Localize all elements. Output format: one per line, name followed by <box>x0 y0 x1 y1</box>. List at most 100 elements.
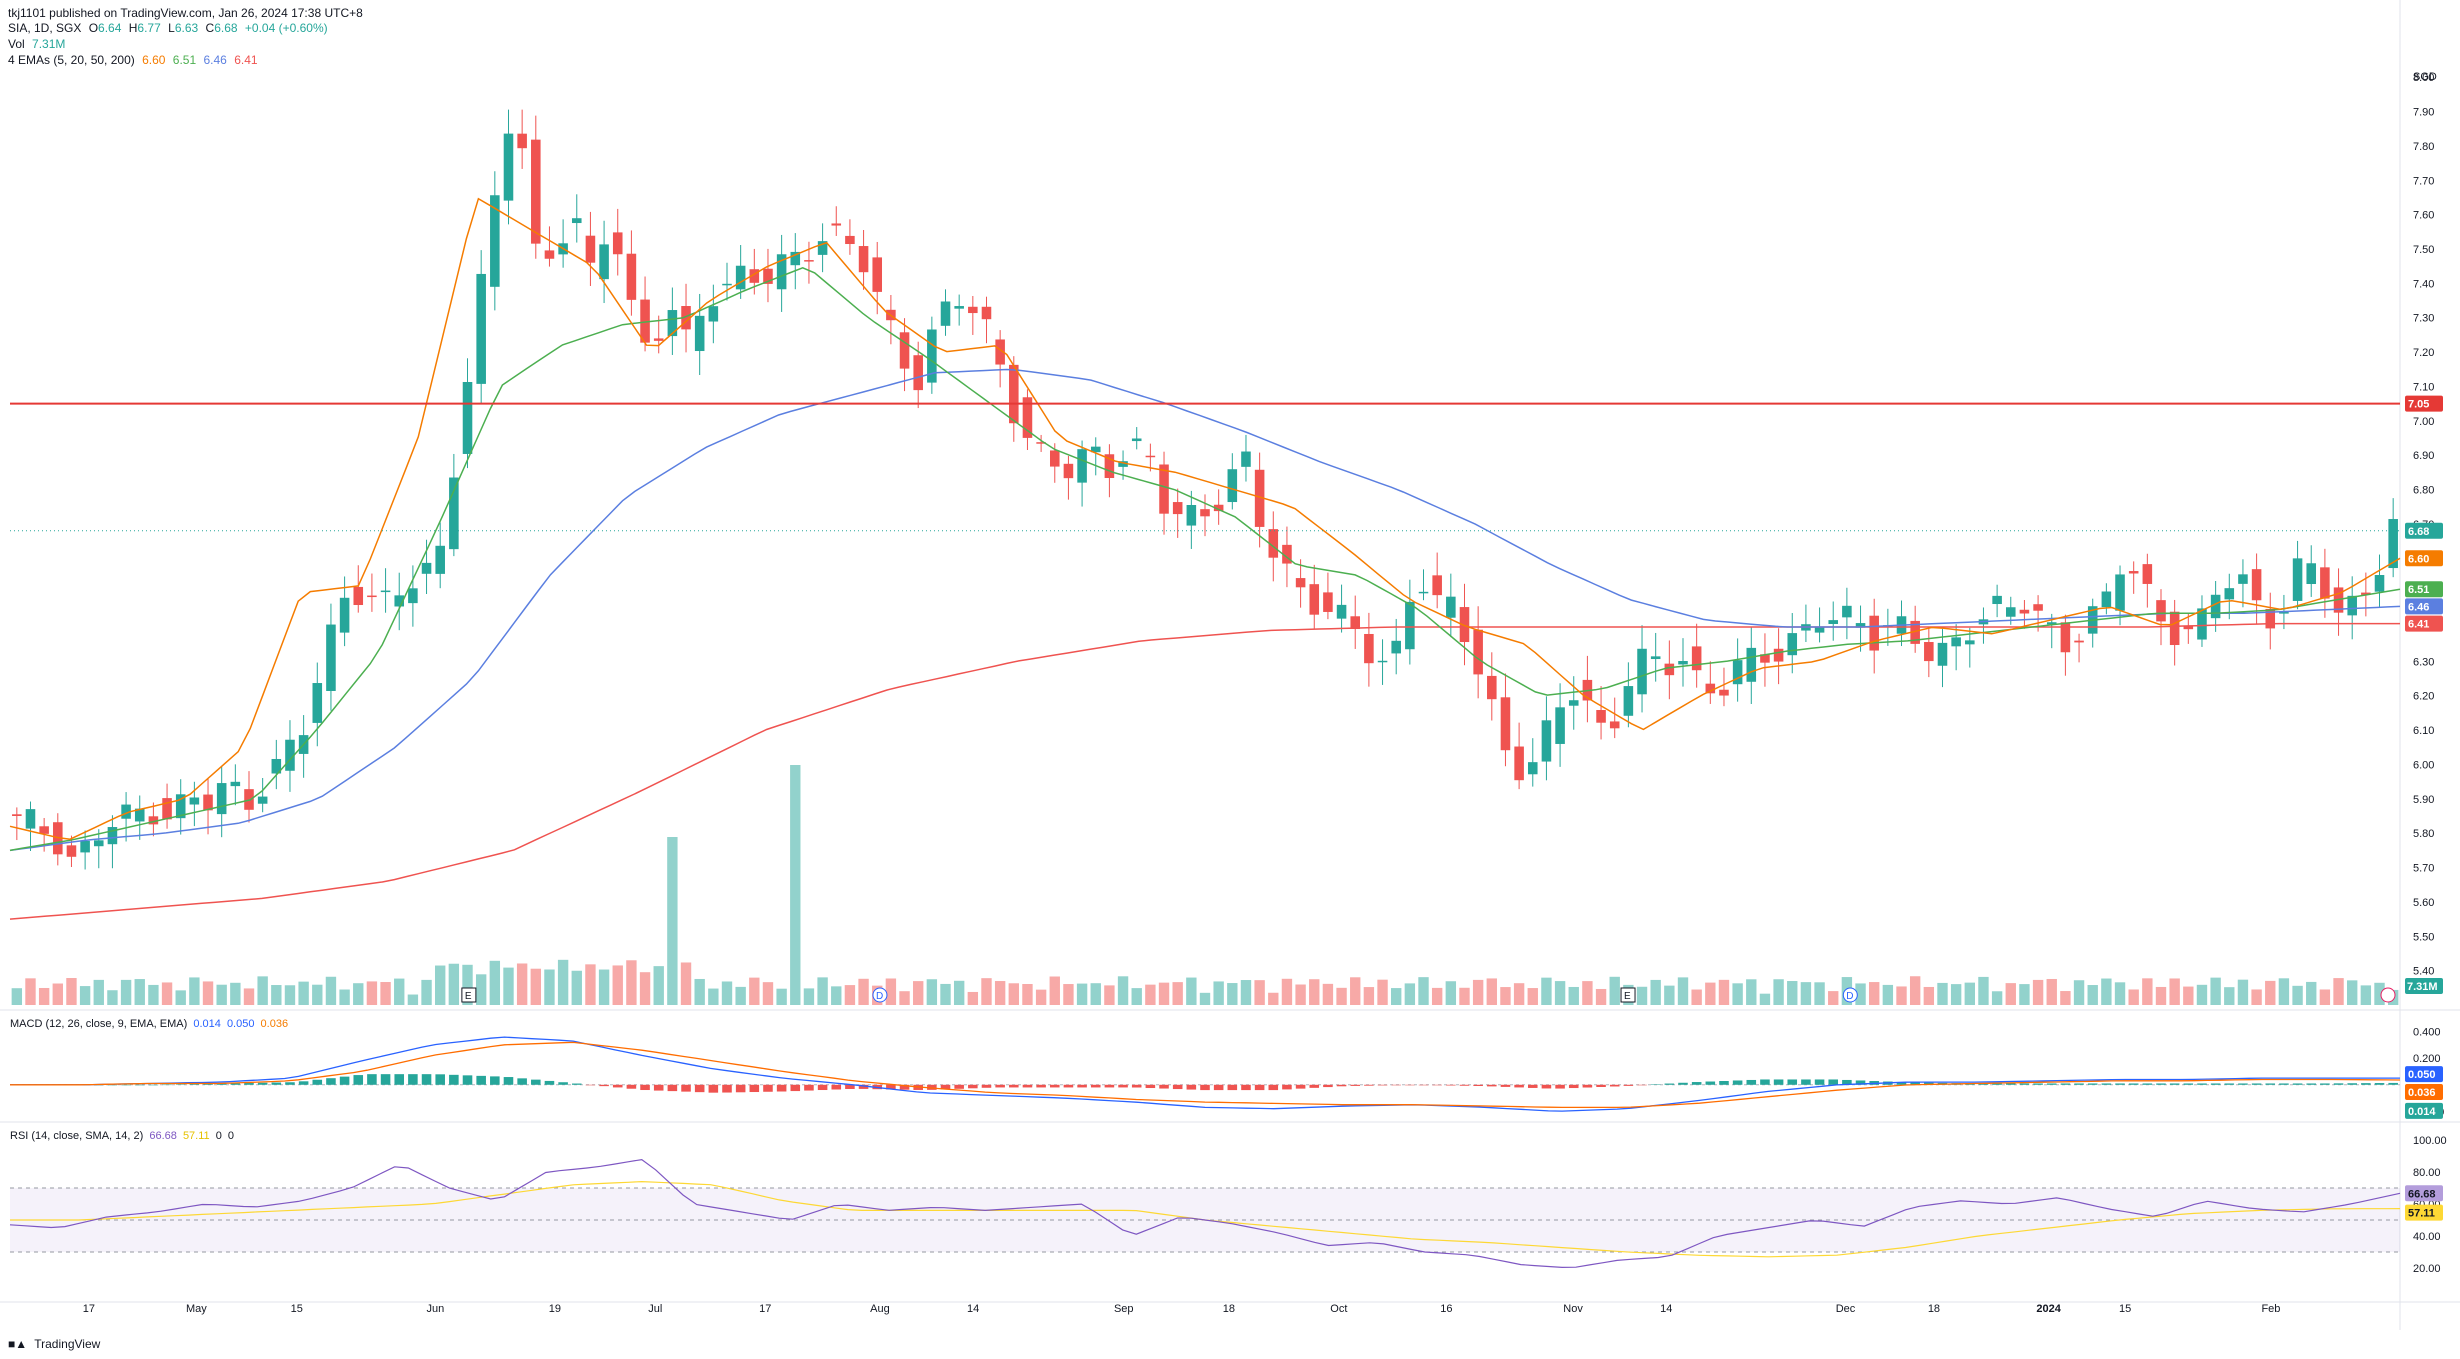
ema200-badge: 6.41 <box>2408 619 2429 631</box>
macd-histogram-bar <box>899 1084 910 1090</box>
volume-bar <box>2360 985 2372 1005</box>
volume-bar <box>2251 989 2262 1005</box>
volume-bar <box>926 979 938 1005</box>
rsi-badge-bg <box>2405 1185 2443 1202</box>
macd-histogram-bar <box>2046 1083 2057 1085</box>
candle-body <box>1090 446 1101 453</box>
volume-bar <box>2169 978 2180 1005</box>
macd-histogram-bar <box>285 1082 295 1085</box>
rsi-ma-value: 57.11 <box>182 1130 210 1142</box>
macd-histogram-bar <box>626 1084 637 1089</box>
candle-body <box>640 299 650 343</box>
candle-body <box>899 332 910 369</box>
volume-bar <box>1199 992 1211 1005</box>
x-axis-label: Sep <box>1114 1303 1134 1315</box>
volume-bar <box>1746 979 1757 1005</box>
macd-legend[interactable]: MACD (12, 26, close, 9, EMA, EMA) 0.014 … <box>10 1018 291 1030</box>
macd-histogram-bar <box>1746 1079 1757 1085</box>
candle-body <box>858 246 869 273</box>
candle-body <box>1487 675 1497 700</box>
candle-body <box>1391 640 1401 654</box>
price-tick-label: 6.10 <box>2413 725 2434 737</box>
volume-bar <box>913 981 924 1005</box>
macd-histogram-bar <box>1650 1084 1661 1085</box>
volume-bar <box>489 960 501 1005</box>
macd-signal-value: 0.050 <box>226 1018 255 1030</box>
volume-bar <box>1459 987 1470 1005</box>
volume-bar <box>1705 982 1716 1005</box>
volume-bar <box>93 979 104 1005</box>
macd-histogram-bar <box>653 1084 664 1091</box>
volume-bar <box>202 981 214 1005</box>
candle-body <box>326 624 336 691</box>
symbol-legend[interactable]: SIA, 1D, SGX O6.64 H6.77 L6.63 C6.68 +0.… <box>8 21 332 36</box>
candle-body <box>1965 640 1975 645</box>
macd-histogram-bar <box>435 1074 445 1085</box>
price-tick-label: 6.80 <box>2413 485 2434 497</box>
macd-histogram-bar <box>694 1084 705 1093</box>
volume-bar <box>2347 980 2358 1005</box>
candle-body <box>940 301 951 326</box>
volume-value: 7.31M <box>32 37 66 51</box>
volume-legend[interactable]: Vol 7.31M <box>8 37 69 52</box>
macd-histogram-bar <box>2128 1083 2139 1085</box>
ohlc-change: +0.04 (+0.60%) <box>244 21 328 35</box>
rsi-legend[interactable]: RSI (14, close, SMA, 14, 2) 66.68 57.11 … <box>10 1130 237 1142</box>
candle-body <box>2292 558 2303 601</box>
macd-histogram-bar <box>1254 1084 1265 1091</box>
volume-bar <box>25 978 36 1005</box>
candle-body <box>981 306 992 320</box>
earnings-marker <box>461 987 477 1003</box>
tradingview-footer[interactable]: ■▲ TradingView <box>8 1337 100 1351</box>
candle-body <box>612 232 623 255</box>
candle-body <box>1446 596 1456 618</box>
macd-histogram-bar <box>1719 1080 1729 1085</box>
macd-histogram-bar <box>544 1080 555 1085</box>
candle-body <box>203 794 213 811</box>
macd-histogram-bar <box>585 1084 596 1086</box>
volume-bar <box>1104 985 1115 1005</box>
macd-histogram-bar <box>326 1078 336 1085</box>
dividend-marker-label: D <box>876 991 883 1002</box>
candle-body <box>1719 689 1729 696</box>
symbol-name[interactable]: SIA, 1D, SGX <box>8 21 82 35</box>
macd-histogram-bar <box>1200 1084 1210 1091</box>
candle-body <box>1814 626 1825 633</box>
volume-bar <box>571 970 582 1005</box>
ema-legend[interactable]: 4 EMAs (5, 20, 50, 200) 6.60 6.51 6.46 6… <box>8 53 262 68</box>
candle-body <box>995 339 1005 365</box>
volume-bar <box>1677 977 1689 1005</box>
volume-bar <box>2210 977 2221 1005</box>
candle-body <box>1951 637 1961 647</box>
price-tick-label: 6.30 <box>2413 656 2434 668</box>
candle-body <box>1869 615 1879 651</box>
candle-body <box>1527 762 1538 775</box>
volume-bar <box>1486 978 1497 1005</box>
price-tick-label: 5.80 <box>2413 828 2434 840</box>
macd-histogram-bar <box>817 1084 828 1091</box>
volume-bar <box>557 959 569 1005</box>
macd-histogram-bar <box>2210 1083 2221 1085</box>
volume-bar <box>2128 989 2139 1005</box>
macd-histogram-bar <box>1090 1084 1101 1088</box>
x-axis-label: May <box>186 1303 207 1315</box>
volume-bar <box>1472 979 1484 1005</box>
rsi-axis-tick: 20.00 <box>2413 1263 2441 1275</box>
candle-body <box>776 254 787 290</box>
macd-histogram-bar <box>367 1074 377 1085</box>
volume-bar <box>134 979 145 1005</box>
macd-histogram-bar <box>1732 1080 1743 1085</box>
dividend-marker <box>872 987 888 1003</box>
rsi-ma-badge-bg <box>2405 1204 2443 1221</box>
macd-histogram-bar <box>2197 1083 2207 1085</box>
macd-histogram-bar <box>2361 1083 2371 1085</box>
volume-bar <box>2183 986 2194 1005</box>
candle-body <box>2115 574 2125 611</box>
x-axis-label: 16 <box>1440 1303 1452 1315</box>
x-axis-label: 19 <box>549 1303 561 1315</box>
ema5-value: 6.60 <box>142 53 166 67</box>
macd-histogram-bar <box>954 1084 964 1089</box>
volume-bar <box>2278 978 2290 1005</box>
volume-bar <box>1172 982 1183 1005</box>
